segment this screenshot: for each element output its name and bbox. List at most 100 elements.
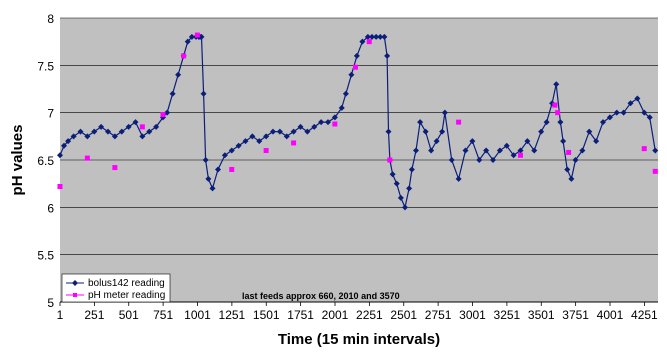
bolus-reading-point bbox=[318, 119, 325, 126]
bolus-reading-point bbox=[57, 152, 63, 159]
bolus-reading-point bbox=[297, 123, 304, 130]
bolus-reading-point bbox=[263, 133, 270, 140]
ph-meter-point bbox=[291, 140, 297, 146]
bolus-reading-point bbox=[111, 133, 118, 140]
bolus-reading-point bbox=[634, 95, 641, 102]
bolus-reading-point bbox=[235, 142, 242, 149]
bolus-reading-point bbox=[496, 147, 503, 154]
y-tick-label: 6 bbox=[47, 201, 54, 215]
bolus-reading-point bbox=[198, 33, 205, 40]
bolus-reading-point bbox=[132, 119, 139, 126]
ph-meter-point bbox=[566, 149, 572, 155]
ph-meter-point bbox=[517, 152, 523, 158]
bolus-reading-point bbox=[517, 147, 524, 154]
bolus-reading-point bbox=[428, 147, 435, 154]
bolus-reading-point bbox=[627, 100, 634, 107]
x-tick-label: 4251 bbox=[631, 308, 658, 322]
bolus-reading-point bbox=[164, 109, 171, 116]
bolus-reading-point bbox=[560, 138, 567, 145]
annotation-last-feeds: last feeds approx 660, 2010 and 3570 bbox=[242, 291, 400, 301]
bolus-reading-point bbox=[276, 128, 283, 135]
bolus-reading-point bbox=[84, 133, 91, 140]
bolus-reading-point bbox=[455, 175, 462, 182]
ph-meter-point bbox=[352, 64, 358, 70]
x-tick-label: 2251 bbox=[356, 308, 383, 322]
x-tick-label: 3001 bbox=[459, 308, 486, 322]
bolus-reading-point bbox=[202, 157, 209, 163]
x-tick-label: 2001 bbox=[322, 308, 349, 322]
bolus-reading-point bbox=[311, 123, 318, 130]
bolus-reading-point bbox=[256, 138, 263, 145]
ph-meter-point bbox=[57, 184, 63, 190]
y-axis-title: pH values bbox=[9, 125, 26, 196]
bolus-reading-point bbox=[205, 175, 212, 182]
bolus-reading-point bbox=[331, 114, 338, 121]
y-tick-label: 8 bbox=[47, 12, 54, 26]
y-tick-label: 5 bbox=[47, 296, 54, 310]
bolus-reading-point bbox=[417, 119, 424, 126]
x-tick-label: 501 bbox=[119, 308, 139, 322]
bolus-reading-point bbox=[524, 138, 531, 145]
x-tick-label: 3751 bbox=[562, 308, 589, 322]
bolus-reading-point bbox=[118, 128, 125, 135]
legend-swatch-bolus-marker bbox=[72, 280, 78, 286]
bolus-reading-point bbox=[483, 147, 490, 154]
bolus-reading-point bbox=[593, 138, 600, 145]
ph-meter-point bbox=[160, 112, 166, 118]
bolus-reading-point bbox=[476, 157, 483, 163]
bolus-reading-point bbox=[393, 180, 400, 187]
bolus-reading-point bbox=[77, 128, 84, 135]
bolus-reading-point bbox=[606, 114, 613, 121]
x-tick-label: 4001 bbox=[597, 308, 624, 322]
legend-swatch-meter-marker bbox=[73, 293, 77, 297]
bolus-reading-point bbox=[646, 114, 653, 121]
bolus-reading-point bbox=[613, 109, 620, 116]
x-tick-label: 3251 bbox=[494, 308, 521, 322]
bolus-reading-point bbox=[572, 157, 579, 163]
bolus-reading-point bbox=[60, 142, 67, 149]
bolus-reading-point bbox=[469, 138, 476, 145]
bolus-reading-point bbox=[462, 147, 469, 154]
bolus-reading-point bbox=[209, 185, 216, 192]
x-tick-labels: 1 251 501 751 1001 1251 1501 1751 2001 2251 2501 27… bbox=[57, 302, 658, 322]
bolus-reading-point bbox=[146, 128, 153, 135]
bolus-reading-point bbox=[568, 175, 575, 182]
ph-meter-point bbox=[652, 168, 658, 174]
bolus-reading-point bbox=[489, 157, 496, 163]
y-tick-label: 5.5 bbox=[37, 249, 54, 263]
bolus-reading-point bbox=[620, 109, 627, 116]
series-layer bbox=[57, 32, 659, 211]
bolus-reading-point bbox=[221, 152, 228, 159]
legend-label-bolus: bolus142 reading bbox=[88, 278, 165, 289]
x-tick-label: 1001 bbox=[184, 308, 211, 322]
bolus-reading-point bbox=[503, 142, 510, 149]
bolus-reading-point bbox=[139, 133, 146, 140]
bolus-reading-point bbox=[359, 38, 366, 45]
bolus-reading-point bbox=[538, 128, 545, 135]
bolus-reading-point bbox=[200, 90, 207, 97]
ph-meter-point bbox=[456, 119, 462, 125]
bolus-reading-point bbox=[125, 123, 132, 130]
bolus-reading-point bbox=[441, 109, 448, 116]
bolus-reading-point bbox=[91, 128, 98, 135]
bolus-reading-point bbox=[510, 152, 517, 159]
bolus-reading-point bbox=[304, 128, 311, 135]
bolus-reading-point bbox=[641, 109, 648, 116]
bolus-reading-point bbox=[385, 128, 392, 135]
ph-meter-point bbox=[366, 39, 372, 45]
bolus-reading-point bbox=[214, 166, 221, 173]
bolus-reading-point bbox=[397, 194, 404, 201]
bolus-reading-point bbox=[439, 128, 446, 135]
legend: bolus142 reading pH meter reading bbox=[61, 273, 171, 303]
bolus-reading-point bbox=[652, 147, 659, 154]
bolus-reading-point bbox=[70, 133, 77, 140]
bolus-reading-point bbox=[433, 138, 440, 145]
x-tick-label: 1751 bbox=[287, 308, 314, 322]
bolus-reading-point bbox=[98, 123, 105, 130]
ph-meter-point bbox=[229, 166, 235, 172]
legend-label-meter: pH meter reading bbox=[88, 290, 165, 301]
bolus-reading-point bbox=[283, 133, 290, 140]
bolus-reading-point bbox=[384, 52, 391, 59]
bolus-reading-point bbox=[531, 147, 538, 154]
